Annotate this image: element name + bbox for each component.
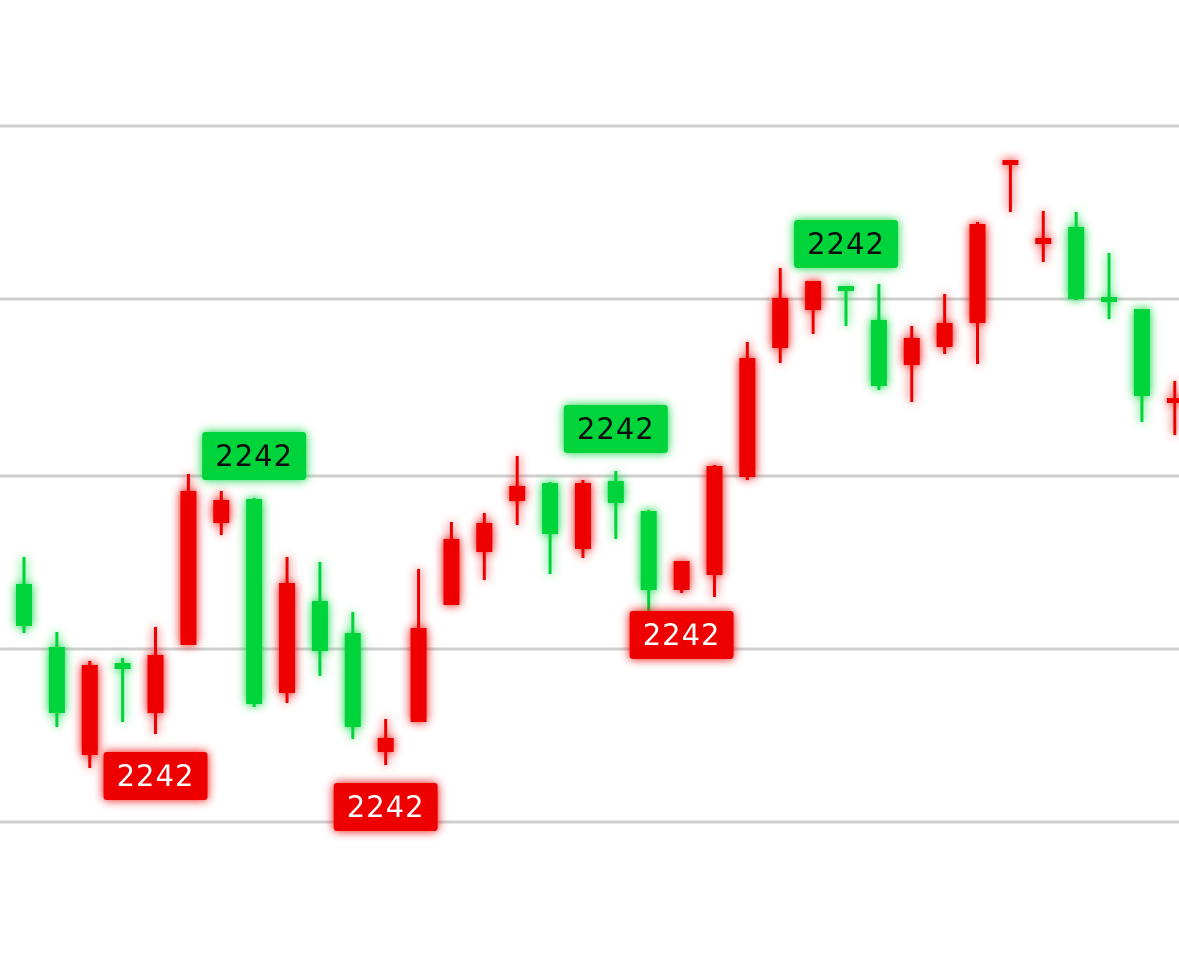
- candle-body: [1068, 227, 1085, 299]
- candle-body: [673, 561, 690, 590]
- candle-13: [410, 569, 427, 722]
- candle-2: [48, 632, 65, 727]
- price-label-text: 2242: [215, 439, 293, 473]
- candle-15: [476, 513, 493, 580]
- candle-body: [147, 655, 164, 713]
- candle-22: [706, 465, 723, 597]
- candle-body: [1166, 398, 1179, 403]
- candle-body: [410, 628, 427, 722]
- candle-10: [311, 562, 328, 676]
- candle-3: [81, 661, 98, 768]
- price-label-text: 2242: [117, 759, 195, 793]
- candle-body: [1035, 238, 1052, 244]
- candle-body: [1101, 297, 1118, 302]
- price-label-box: [794, 220, 898, 268]
- candle-body: [279, 583, 296, 693]
- candle-body: [344, 633, 361, 727]
- candle-body: [81, 665, 98, 755]
- candle-body: [213, 500, 230, 523]
- candle-body: [509, 486, 526, 501]
- candle-11: [344, 612, 361, 739]
- price-label-box: [202, 432, 307, 480]
- candle-17: [542, 482, 559, 574]
- candle-9: [279, 557, 296, 703]
- candle-body: [48, 647, 65, 713]
- candle-36: [1166, 381, 1179, 435]
- price-label-text: 2242: [577, 412, 655, 446]
- candle-18: [574, 480, 591, 558]
- candle-21: [673, 561, 690, 593]
- candle-body: [246, 499, 263, 704]
- candle-35: [1133, 309, 1150, 422]
- candle-body: [377, 738, 394, 752]
- candle-body: [640, 511, 657, 590]
- candle-23: [739, 342, 756, 480]
- candle-body: [542, 483, 559, 534]
- candle-19: [607, 471, 624, 539]
- candle-body: [903, 338, 920, 365]
- price-label-3: 2242: [333, 783, 438, 831]
- candle-body: [805, 281, 822, 310]
- candle-body: [706, 466, 723, 575]
- price-label-2: 2242: [103, 752, 208, 800]
- candle-31: [1002, 160, 1019, 212]
- price-label-text: 2242: [807, 227, 885, 261]
- candle-24: [772, 268, 789, 363]
- candle-28: [903, 326, 920, 402]
- candle-20: [640, 510, 657, 628]
- candle-body: [1133, 309, 1150, 396]
- candle-8: [246, 498, 263, 707]
- candle-body: [838, 286, 854, 291]
- candle-4: [114, 658, 131, 722]
- candle-12: [377, 719, 394, 765]
- candle-body: [16, 584, 32, 626]
- price-label-text: 2242: [347, 790, 425, 824]
- candle-14: [443, 522, 460, 605]
- candle-1: [16, 557, 32, 633]
- candle-body: [443, 539, 460, 605]
- price-label-4: 2242: [563, 405, 668, 453]
- price-label-5: 2242: [629, 611, 734, 659]
- candle-26: [838, 286, 854, 326]
- candle-body: [772, 298, 789, 348]
- candle-32: [1035, 211, 1052, 262]
- candle-body: [739, 358, 756, 477]
- price-label-box: [563, 405, 668, 453]
- candle-body: [114, 663, 131, 669]
- price-label-box: [333, 783, 438, 831]
- price-label-text: 2242: [643, 618, 721, 652]
- candle-25: [805, 281, 822, 334]
- candle-body: [311, 601, 328, 651]
- price-label-1: 2242: [202, 432, 307, 480]
- price-label-6: 2242: [794, 220, 898, 268]
- candle-body: [180, 491, 197, 645]
- candle-body: [607, 481, 624, 503]
- price-label-box: [103, 752, 208, 800]
- candle-body: [476, 523, 493, 552]
- candle-30: [969, 222, 986, 364]
- candle-body: [1002, 160, 1019, 165]
- candle-body: [936, 323, 953, 347]
- candle-29: [936, 294, 953, 354]
- grid-lines: [0, 124, 1179, 824]
- price-label-box: [629, 611, 734, 659]
- candle-33: [1068, 212, 1085, 300]
- candles: [16, 160, 1179, 768]
- candle-body: [969, 224, 986, 323]
- price-labels: 2242 2242 2242 2242 2242 2242: [103, 220, 898, 831]
- candle-6: [180, 474, 197, 645]
- candle-7: [213, 491, 230, 535]
- candle-body: [870, 320, 887, 386]
- candle-body: [574, 483, 591, 549]
- candle-16: [509, 456, 526, 525]
- candle-5: [147, 627, 164, 734]
- candle-27: [870, 284, 887, 390]
- candle-34: [1101, 253, 1118, 319]
